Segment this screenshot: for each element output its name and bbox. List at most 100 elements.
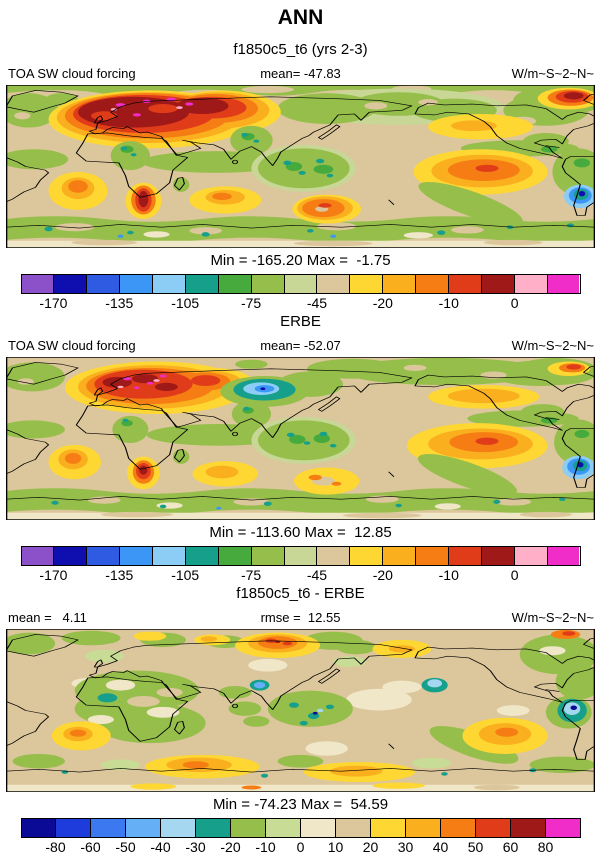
map-frame [6, 629, 595, 792]
colorbar-tick-label: 40 [432, 839, 449, 855]
colorbar-obs [20, 546, 581, 566]
rmse-label: rmse = 12.55 [260, 610, 341, 625]
colorbar-labels-obs: -170 -135 -105 -75 -45 -20 -10 0 [21, 567, 581, 584]
colorbar-tick-label: -105 [171, 567, 200, 583]
colorbar-cell [514, 275, 548, 293]
colorbar-cell [284, 547, 318, 565]
colorbar-cell [54, 547, 88, 565]
colorbar-tick-label: -45 [306, 567, 328, 583]
panel-model-header: TOA SW cloud forcing mean= -47.83 W/m~S~… [7, 66, 594, 81]
minmax-diff: Min = -74.23 Max = 54.59 [212, 796, 389, 813]
colorbar-tick-label: -75 [240, 567, 262, 583]
variable-label: TOA SW cloud forcing [8, 66, 136, 81]
colorbar-cell [335, 819, 371, 837]
colorbar-tick-label: 30 [397, 839, 414, 855]
map-frame [6, 85, 595, 248]
colorbar-labels-model: -170 -135 -105 -75 -45 -20 -10 0 [21, 295, 581, 312]
colorbar-cell [383, 275, 416, 293]
colorbar-cell [545, 819, 580, 837]
colorbar-tick-label: 0 [510, 567, 519, 583]
colorbar-tick-label: 0 [510, 295, 519, 311]
colorbar-cell [317, 547, 351, 565]
map-obs [6, 357, 595, 520]
colorbar-cell [475, 819, 511, 837]
colorbar-cell [196, 819, 232, 837]
mean-label: mean= -52.07 [260, 338, 341, 353]
colorbar-tick-label: -105 [171, 295, 200, 311]
colorbar-cell [448, 547, 482, 565]
colorbar-tick-label: -20 [220, 839, 241, 855]
contour-field [6, 85, 595, 248]
colorbar-tick-label: -75 [240, 295, 262, 311]
colorbar-tick-label: -10 [255, 839, 276, 855]
contour-field [6, 629, 595, 792]
colorbar-cell [251, 547, 285, 565]
colorbar-cell [416, 275, 449, 293]
colorbar-cell [56, 819, 92, 837]
colorbar-cell [21, 275, 55, 293]
colorbar-diff [20, 818, 581, 838]
colorbar-cell [251, 275, 285, 293]
colorbar-cell [510, 819, 546, 837]
mean-label: mean= -47.83 [260, 66, 341, 81]
panel-diff-header: mean = 4.11 rmse = 12.55 W/m~S~2~N~ [7, 610, 594, 625]
colorbar-cell [370, 819, 406, 837]
colorbar-cell [153, 547, 186, 565]
colorbar-tick-label: -10 [438, 567, 459, 583]
colorbar-tick-label: -40 [150, 839, 171, 855]
colorbar-tick-label: 0 [296, 839, 305, 855]
colorbar-cell [21, 819, 57, 837]
colorbar-cell [21, 547, 55, 565]
colorbar-cell [440, 819, 476, 837]
colorbar-cell [350, 547, 384, 565]
colorbar-tick-label: 10 [327, 839, 344, 855]
colorbar-cell [231, 819, 267, 837]
colorbar-cell [266, 819, 301, 837]
colorbar-tick-label: -135 [105, 567, 134, 583]
colorbar-tick-label: -45 [306, 295, 328, 311]
colorbar-cell [87, 547, 121, 565]
colorbar-cell [448, 275, 482, 293]
colorbar-cell [416, 547, 449, 565]
colorbar-cell [547, 547, 580, 565]
map-model [6, 85, 595, 248]
colorbar-tick-label: 20 [362, 839, 379, 855]
colorbar-cell [514, 547, 548, 565]
colorbar-labels-diff: -80 -60 -50 -40 -30 -20 -10 0 10 20 30 40 50 60 80 [21, 839, 581, 856]
colorbar-tick-label: 80 [537, 839, 554, 855]
colorbar-tick-label: -10 [438, 295, 459, 311]
colorbar-cell [284, 275, 318, 293]
colorbar-tick-label: -30 [185, 839, 206, 855]
colorbar-tick-label: -135 [105, 295, 134, 311]
units-label: W/m~S~2~N~ [511, 338, 594, 353]
colorbar-cell [547, 275, 580, 293]
colorbar-cell [317, 275, 351, 293]
variable-label: TOA SW cloud forcing [8, 338, 136, 353]
colorbar-cell [91, 819, 127, 837]
colorbar-cell [54, 275, 88, 293]
colorbar-tick-label: 60 [502, 839, 519, 855]
colorbar-cell [383, 547, 416, 565]
colorbar-cell [350, 275, 384, 293]
colorbar-cell [87, 275, 121, 293]
colorbar-cell [153, 275, 186, 293]
colorbar-cell [185, 275, 219, 293]
colorbar-tick-label: -20 [372, 567, 393, 583]
colorbar-tick-label: -60 [80, 839, 101, 855]
panel-diff-heading: f1850c5_t6 - ERBE [236, 585, 365, 602]
colorbar-cell [126, 819, 162, 837]
panel-obs-header: TOA SW cloud forcing mean= -52.07 W/m~S~… [7, 338, 594, 353]
minmax-obs: Min = -113.60 Max = 12.85 [209, 524, 392, 541]
colorbar-cell [405, 819, 441, 837]
colorbar-cell [120, 275, 153, 293]
colorbar-cell [185, 547, 219, 565]
colorbar-cell [218, 275, 252, 293]
contour-field [6, 357, 595, 520]
map-frame [6, 357, 595, 520]
panel-obs-heading: ERBE [280, 313, 321, 330]
colorbar-tick-label: -80 [45, 839, 66, 855]
colorbar-tick-label: -170 [39, 295, 68, 311]
colorbar-cell [301, 819, 336, 837]
units-label: W/m~S~2~N~ [511, 610, 594, 625]
